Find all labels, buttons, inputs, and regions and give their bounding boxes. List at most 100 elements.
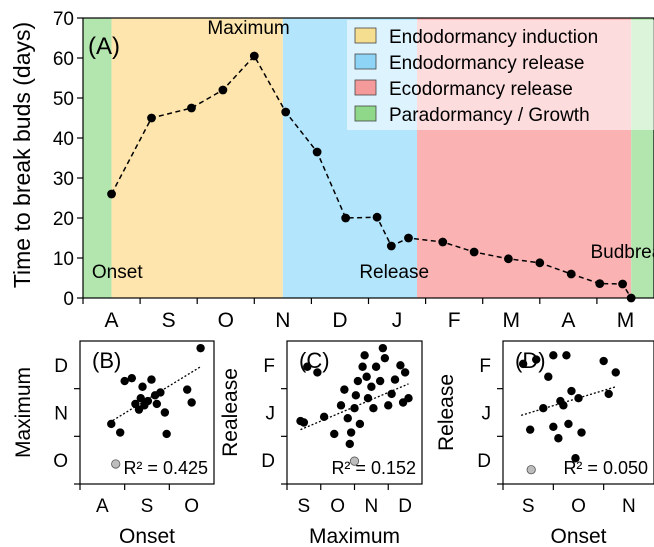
- y-axis-label: Realease: [219, 368, 242, 457]
- y-tick-label: J: [266, 404, 276, 425]
- x-tick-label: F: [448, 309, 461, 332]
- y-axis-label: Maximum: [12, 367, 35, 458]
- y-tick-label: F: [479, 356, 491, 377]
- data-point: [358, 362, 367, 371]
- data-point: [604, 389, 613, 399]
- x-tick-label: N: [275, 309, 290, 332]
- y-tick-label: J: [482, 404, 492, 425]
- data-point: [107, 189, 116, 199]
- data-point: [162, 429, 171, 439]
- data-point: [567, 386, 576, 396]
- r2-label: R² = 0.425: [123, 458, 208, 478]
- data-point: [196, 343, 205, 353]
- panel-a-ylabel: Time to break buds (days): [9, 22, 35, 288]
- data-point: [152, 399, 162, 409]
- annotations: Onset Maximum Release Budbreak: [92, 18, 654, 283]
- data-point: [319, 412, 329, 421]
- data-point: [525, 425, 535, 434]
- x-tick-label: O: [330, 496, 345, 517]
- data-point: [313, 368, 322, 377]
- r2-label: R² = 0.152: [331, 458, 416, 478]
- outlier-point: [526, 465, 536, 475]
- data-point: [136, 394, 145, 403]
- data-point: [351, 391, 361, 400]
- data-point: [549, 351, 558, 360]
- data-point: [187, 103, 196, 113]
- legend-label: Endodormancy induction: [389, 27, 598, 48]
- data-point: [372, 212, 382, 222]
- data-point: [369, 404, 378, 413]
- data-point: [249, 51, 259, 61]
- annotation-label: Maximum: [207, 18, 289, 39]
- data-point: [375, 376, 385, 386]
- annotation-label: Release: [359, 262, 429, 283]
- panel-label: (C): [299, 348, 330, 373]
- panel-label: (D): [515, 348, 546, 373]
- data-point: [346, 428, 356, 437]
- data-point: [138, 382, 147, 391]
- data-point: [503, 254, 513, 264]
- data-point: [367, 382, 376, 391]
- data-point: [330, 429, 339, 439]
- data-point: [120, 376, 129, 386]
- data-point: [343, 414, 352, 423]
- legend: Endodormancy induction Endodormancy relea…: [347, 20, 654, 130]
- legend-swatch: [354, 79, 377, 96]
- data-point: [599, 356, 608, 366]
- y-tick-label: 20: [53, 209, 74, 230]
- data-point: [299, 418, 309, 427]
- x-axis-label: Onset: [550, 525, 606, 547]
- data-point: [187, 398, 196, 407]
- x-tick-label: S: [298, 496, 311, 517]
- data-point: [532, 355, 541, 364]
- data-point: [147, 375, 156, 384]
- data-point: [396, 361, 405, 370]
- data-point: [400, 368, 410, 377]
- data-point: [554, 434, 563, 443]
- annotation-label: Budbreak: [590, 242, 654, 263]
- r2-label: R² = 0.050: [563, 458, 648, 478]
- y-tick-label: F: [263, 356, 275, 377]
- data-point: [564, 419, 573, 429]
- data-point: [363, 394, 373, 403]
- data-point: [626, 293, 636, 303]
- data-point: [611, 368, 620, 377]
- x-tick-label: S: [141, 496, 154, 517]
- x-tick-label: N: [622, 496, 636, 517]
- x-axis-label: Onset: [119, 525, 175, 547]
- y-tick-label: 60: [53, 49, 74, 70]
- data-point: [544, 372, 553, 381]
- legend-swatch: [354, 27, 377, 44]
- y-tick-label: 0: [63, 289, 74, 310]
- legend-label: Endodormancy release: [389, 53, 584, 74]
- data-point: [340, 385, 349, 394]
- data-point: [562, 351, 571, 360]
- data-point: [384, 401, 393, 410]
- data-point: [535, 258, 545, 268]
- data-point: [404, 394, 413, 403]
- x-tick-label: N: [365, 496, 379, 517]
- legend-swatch: [354, 105, 377, 122]
- x-tick-label: S: [522, 496, 535, 517]
- x-tick-label: A: [561, 309, 575, 332]
- data-point: [127, 373, 137, 383]
- y-tick-label: 40: [53, 129, 74, 150]
- y-tick-label: D: [54, 356, 68, 377]
- data-point: [183, 385, 192, 394]
- panel-label: (B): [92, 348, 121, 373]
- data-point: [218, 85, 228, 95]
- data-point: [360, 351, 369, 360]
- legend-label: Paradormancy / Growth: [389, 105, 590, 126]
- panel-a: 0 10 20 30 40 50 60 70 A S O N D J F M A M Endodormancy …: [9, 9, 654, 332]
- data-point: [566, 269, 576, 279]
- data-point: [386, 241, 396, 251]
- data-point: [160, 408, 170, 417]
- outlier-point: [111, 459, 121, 469]
- data-point: [378, 343, 388, 353]
- x-tick-label: A: [105, 309, 119, 332]
- data-point: [559, 401, 568, 410]
- data-point: [345, 439, 354, 449]
- y-tick-label: N: [54, 404, 68, 425]
- data-point: [362, 372, 371, 381]
